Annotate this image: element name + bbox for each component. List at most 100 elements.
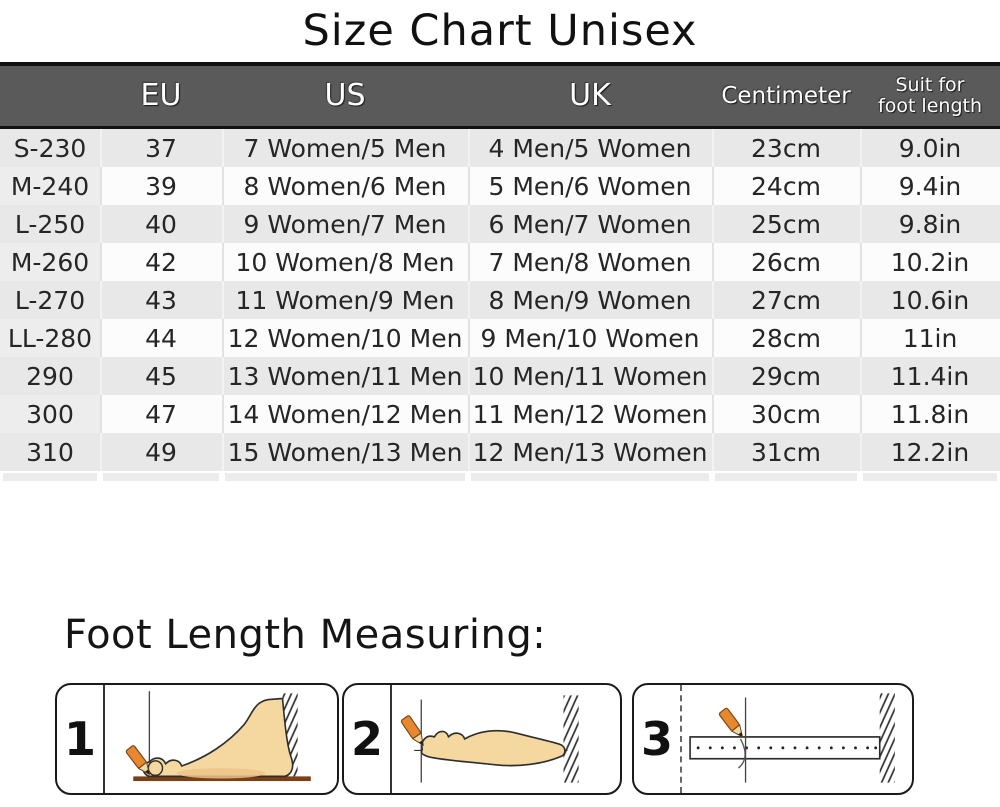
cell-cm: 23cm xyxy=(712,129,860,167)
cell-size: 310 xyxy=(0,433,100,471)
mark-arc xyxy=(738,738,746,769)
cell-uk: 8 Men/9 Women xyxy=(468,281,712,319)
cell-us: 15 Women/13 Men xyxy=(222,433,468,471)
cell-cm: 26cm xyxy=(712,243,860,281)
step-1-illustration xyxy=(125,691,311,782)
pencil-icon xyxy=(400,715,424,747)
pencil-icon xyxy=(125,745,151,776)
cell-eu: 45 xyxy=(100,357,222,395)
cell-inch: 9.8in xyxy=(860,205,1000,243)
header-suit-line2: foot length xyxy=(878,95,982,117)
cell-inch: 9.0in xyxy=(860,129,1000,167)
cell-uk: 9 Men/10 Women xyxy=(468,319,712,357)
cell-uk: 4 Men/5 Women xyxy=(468,129,712,167)
size-chart-table: EU US UK Centimeter Suit for foot length… xyxy=(0,62,1000,481)
header-us: US xyxy=(324,78,366,113)
cell-us: 12 Women/10 Men xyxy=(222,319,468,357)
foot-side xyxy=(142,697,294,778)
ruler xyxy=(689,736,881,760)
cell-cm: 24cm xyxy=(712,167,860,205)
cell-eu: 40 xyxy=(100,205,222,243)
cell-cm: 31cm xyxy=(712,433,860,471)
step-1-number: 1 xyxy=(57,685,105,793)
step-3-illustration xyxy=(689,693,895,783)
wall-hatch xyxy=(563,695,579,783)
cell-eu: 42 xyxy=(100,243,222,281)
ruler-dots xyxy=(696,746,878,750)
cell-size: L-270 xyxy=(0,281,100,319)
size-table-body: S-230 37 7 Women/5 Men 4 Men/5 Women 23cm 9.0… xyxy=(0,129,1000,471)
cell-uk: 12 Men/13 Women xyxy=(468,433,712,471)
cell-us: 7 Women/5 Men xyxy=(222,129,468,167)
cell-size: L-250 xyxy=(0,205,100,243)
cell-inch: 11in xyxy=(860,319,1000,357)
cell-eu: 39 xyxy=(100,167,222,205)
page-title: Size Chart Unisex xyxy=(302,6,698,56)
cell-us: 9 Women/7 Men xyxy=(222,205,468,243)
step-1-box: 1 xyxy=(55,683,339,795)
cell-uk: 10 Men/11 Women xyxy=(468,357,712,395)
step-2-box: 2 xyxy=(342,683,622,795)
header-suit-line1: Suit for xyxy=(895,73,965,96)
foot-side-measure-icon xyxy=(105,685,337,793)
foot-top-measure-icon xyxy=(392,685,620,793)
cell-uk: 6 Men/7 Women xyxy=(468,205,712,243)
cell-eu: 47 xyxy=(100,395,222,433)
cell-cm: 27cm xyxy=(712,281,860,319)
cell-eu: 49 xyxy=(100,433,222,471)
cell-cm: 28cm xyxy=(712,319,860,357)
step-2-illustration xyxy=(400,695,579,783)
table-row: L-270 43 11 Women/9 Men 8 Men/9 Women 27cm 10… xyxy=(0,281,1000,319)
cell-size: LL-280 xyxy=(0,319,100,357)
cell-size: 290 xyxy=(0,357,100,395)
cell-us: 14 Women/12 Men xyxy=(222,395,468,433)
pencil-icon xyxy=(718,707,744,738)
cell-inch: 12.2in xyxy=(860,433,1000,471)
cell-size: M-240 xyxy=(0,167,100,205)
measuring-steps: 1 2 xyxy=(0,683,1000,795)
table-row: 310 49 15 Women/13 Men 12 Men/13 Women 31cm 1… xyxy=(0,433,1000,471)
cell-inch: 10.6in xyxy=(860,281,1000,319)
step-2-number: 2 xyxy=(344,685,392,793)
header-uk: UK xyxy=(569,78,611,113)
cell-cm: 25cm xyxy=(712,205,860,243)
cell-uk: 11 Men/12 Women xyxy=(468,395,712,433)
wall-hatch xyxy=(879,693,895,783)
cell-us: 8 Women/6 Men xyxy=(222,167,468,205)
table-header-row: EU US UK Centimeter Suit for foot length xyxy=(0,62,1000,129)
cell-size: 300 xyxy=(0,395,100,433)
cell-uk: 7 Men/8 Women xyxy=(468,243,712,281)
cell-us: 10 Women/8 Men xyxy=(222,243,468,281)
table-row: 300 47 14 Women/12 Men 11 Men/12 Women 30cm 1… xyxy=(0,395,1000,433)
sole-shade xyxy=(176,768,266,779)
header-centimeter: Centimeter xyxy=(721,82,851,109)
step-3-box: 3 xyxy=(632,683,914,795)
table-row: S-230 37 7 Women/5 Men 4 Men/5 Women 23cm 9.0… xyxy=(0,129,1000,167)
cell-eu: 44 xyxy=(100,319,222,357)
measuring-heading: Foot Length Measuring: xyxy=(64,612,547,658)
table-row: L-250 40 9 Women/7 Men 6 Men/7 Women 25cm 9.8… xyxy=(0,205,1000,243)
table-row: LL-280 44 12 Women/10 Men 9 Men/10 Women 28c… xyxy=(0,319,1000,357)
cell-inch: 11.4in xyxy=(860,357,1000,395)
table-row: M-240 39 8 Women/6 Men 5 Men/6 Women 24cm 9.4… xyxy=(0,167,1000,205)
big-toe xyxy=(147,760,164,777)
cell-inch: 9.4in xyxy=(860,167,1000,205)
header-size xyxy=(0,66,100,126)
cell-inch: 11.8in xyxy=(860,395,1000,433)
baseline xyxy=(133,776,311,782)
cell-uk: 5 Men/6 Women xyxy=(468,167,712,205)
cell-cm: 29cm xyxy=(712,357,860,395)
cell-inch: 10.2in xyxy=(860,243,1000,281)
cell-size: M-260 xyxy=(0,243,100,281)
cell-eu: 37 xyxy=(100,129,222,167)
foot-top xyxy=(420,729,566,767)
cell-us: 11 Women/9 Men xyxy=(222,281,468,319)
table-row: M-260 42 10 Women/8 Men 7 Men/8 Women 26cm 10… xyxy=(0,243,1000,281)
cell-us: 13 Women/11 Men xyxy=(222,357,468,395)
cell-size: S-230 xyxy=(0,129,100,167)
cell-cm: 30cm xyxy=(712,395,860,433)
header-suit-for-foot-length: Suit for foot length xyxy=(860,66,1000,126)
cell-eu: 43 xyxy=(100,281,222,319)
table-row: 290 45 13 Women/11 Men 10 Men/11 Women 29cm 1… xyxy=(0,357,1000,395)
header-eu: EU xyxy=(140,78,182,113)
